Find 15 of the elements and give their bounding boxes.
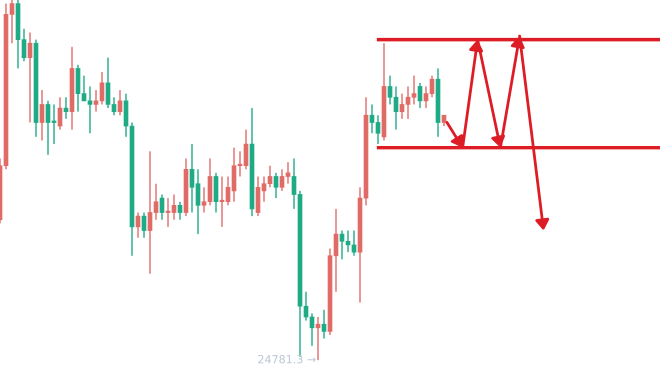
- candlestick: [316, 316, 320, 361]
- candlestick: [40, 89, 44, 142]
- candlestick: [178, 201, 182, 220]
- candlestick: [418, 82, 422, 109]
- candlestick: [442, 114, 446, 127]
- candlestick: [142, 212, 146, 238]
- candlestick: [58, 96, 62, 130]
- candlestick: [274, 172, 278, 199]
- candlestick: [136, 212, 140, 238]
- candlestick: [160, 194, 164, 220]
- annotation: 24781.3 →: [258, 355, 316, 364]
- candlestick: [64, 96, 68, 120]
- candlestick: [28, 32, 32, 124]
- candlestick: [118, 89, 122, 116]
- candlestick: [322, 309, 326, 340]
